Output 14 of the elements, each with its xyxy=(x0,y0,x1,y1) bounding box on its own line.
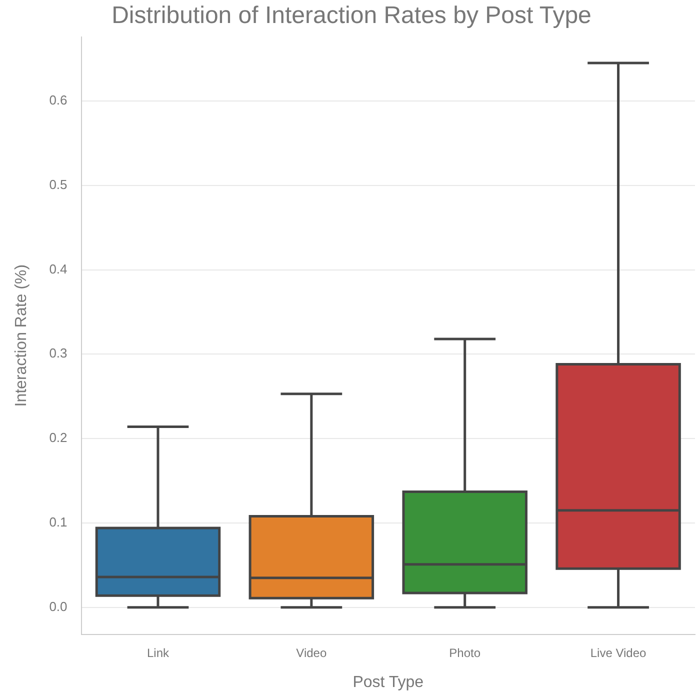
y-tick-label: 0.3 xyxy=(49,346,68,361)
x-tick-label: Video xyxy=(296,646,327,660)
y-tick-label: 0.1 xyxy=(49,514,68,530)
x-tick-label: Link xyxy=(146,646,170,660)
y-tick-label: 0.4 xyxy=(49,261,68,276)
y-tick-label: 0.0 xyxy=(49,598,68,614)
chart-title: Distribution of Interaction Rates by Post Type xyxy=(112,2,592,30)
x-tick-label: Live Video xyxy=(590,646,647,660)
x-axis-title: Post Type xyxy=(352,674,424,691)
y-tick-label: 0.6 xyxy=(49,92,68,108)
x-tick-label: Photo xyxy=(449,646,481,660)
y-tick-label: 0.2 xyxy=(49,430,68,446)
y-tick-label: 0.5 xyxy=(49,176,68,192)
y-axis-title: Interaction Rate (%) xyxy=(13,264,30,407)
